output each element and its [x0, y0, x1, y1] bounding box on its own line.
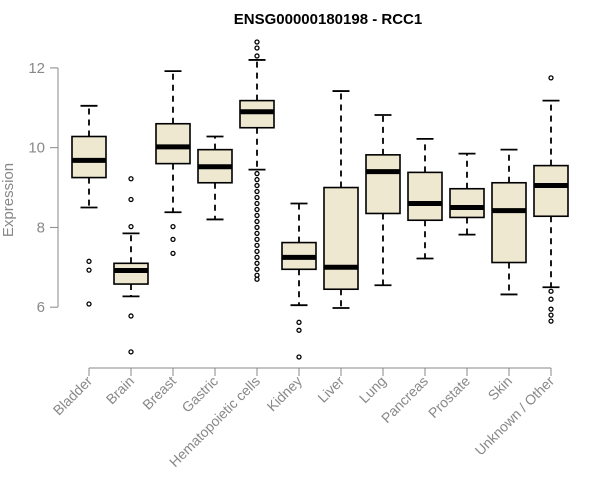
box-hematopoietic-cells: [239, 39, 275, 282]
outlier-point: [254, 276, 260, 282]
outlier-point: [296, 319, 302, 325]
iqr-box: [491, 181, 527, 264]
y-tick-label: 10: [28, 140, 45, 157]
outlier-point: [254, 254, 260, 260]
y-tick-label: 8: [37, 219, 45, 236]
outlier-point: [548, 296, 554, 302]
outlier-point: [254, 53, 260, 59]
box-bladder: [71, 104, 107, 307]
box-prostate: [449, 152, 485, 236]
outlier-point: [170, 223, 176, 230]
box-lung: [365, 114, 401, 287]
iqr-box: [155, 122, 191, 165]
chart-title: ENSG00000180198 - RCC1: [234, 11, 422, 28]
outlier-point: [296, 327, 302, 333]
y-tick-label: 6: [37, 299, 45, 316]
x-tick-label: Skin: [485, 373, 516, 404]
outlier-point: [86, 267, 92, 273]
box-skin: [491, 148, 527, 296]
box-liver: [323, 90, 359, 309]
outlier-point: [128, 223, 134, 230]
outlier-point: [254, 224, 260, 231]
outlier-point: [548, 288, 554, 294]
x-tick-label: Breast: [139, 373, 179, 413]
y-axis-label: Expression: [0, 163, 17, 237]
x-tick-label: Pancreas: [378, 373, 431, 426]
x-tick-label: Unknown / Other: [472, 373, 558, 459]
outlier-point: [170, 250, 176, 256]
outlier-point: [128, 176, 134, 182]
outlier-point: [254, 266, 260, 272]
iqr-box: [449, 187, 485, 219]
outlier-point: [254, 200, 260, 207]
x-tick-label: Brain: [103, 373, 137, 407]
outlier-point: [254, 236, 260, 243]
iqr-box: [323, 186, 359, 291]
x-tick-label: Liver: [314, 373, 347, 406]
outlier-point: [548, 75, 554, 81]
outlier-point: [254, 206, 260, 213]
box-gastric: [197, 135, 233, 221]
iqr-box: [113, 262, 149, 285]
x-tick-label: Prostate: [425, 373, 473, 421]
outlier-point: [254, 230, 260, 237]
outlier-point: [128, 196, 134, 203]
outlier-point: [128, 349, 134, 355]
box-pancreas: [407, 137, 443, 260]
outlier-point: [254, 182, 260, 189]
y-tick-label: 12: [28, 60, 45, 77]
outlier-point: [548, 306, 554, 312]
box-breast: [155, 70, 191, 256]
outlier-point: [548, 318, 554, 324]
x-tick-label: Lung: [356, 373, 389, 406]
box-kidney: [281, 202, 317, 360]
outlier-point: [254, 176, 260, 183]
outlier-point: [254, 170, 260, 177]
outlier-point: [86, 258, 92, 264]
outlier-point: [254, 248, 260, 254]
box-series: [71, 39, 569, 360]
outlier-point: [254, 212, 260, 219]
x-tick-label: Kidney: [264, 373, 306, 415]
outlier-point: [254, 39, 260, 45]
outlier-point: [254, 242, 260, 249]
outlier-point: [254, 194, 260, 201]
iqr-box: [407, 171, 443, 222]
outlier-point: [254, 260, 260, 266]
iqr-box: [71, 135, 107, 179]
outlier-point: [296, 354, 302, 360]
outlier-point: [548, 312, 554, 318]
box-brain: [113, 176, 149, 355]
outlier-point: [254, 218, 260, 225]
x-tick-label: Bladder: [50, 373, 96, 419]
outlier-point: [86, 301, 92, 307]
outlier-point: [170, 236, 176, 243]
outlier-point: [254, 188, 260, 195]
iqr-box: [365, 154, 401, 215]
outlier-point: [128, 313, 134, 319]
outlier-point: [254, 45, 260, 51]
iqr-box: [533, 164, 569, 218]
box-unknown-other: [533, 75, 569, 324]
